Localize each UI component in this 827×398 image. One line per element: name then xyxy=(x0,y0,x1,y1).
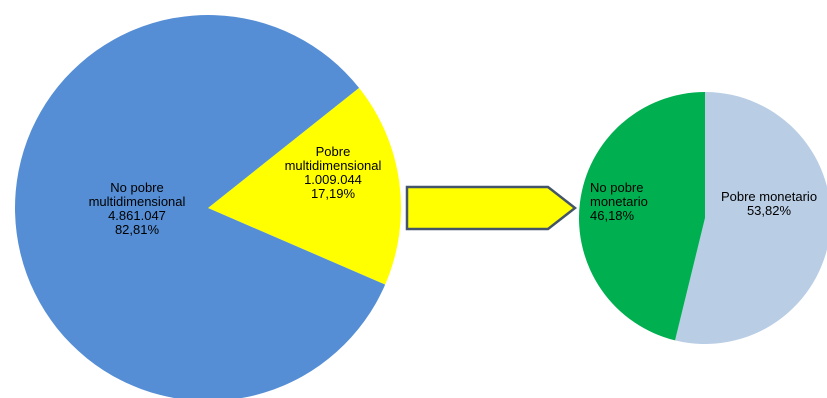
label-value: 4.861.047 xyxy=(108,208,166,223)
label-no-pobre-monetario: No pobre monetario 46,18% xyxy=(590,181,648,223)
pie-chart-monetario xyxy=(578,91,827,344)
label-line1: Pobre monetario xyxy=(720,189,818,204)
pie-slice-no-pobre-monetario xyxy=(578,91,705,341)
arrow-connector xyxy=(405,185,578,231)
label-line2: multidimensional xyxy=(284,158,382,173)
pie-slice-no-pobre-multidimensional xyxy=(15,15,386,398)
label-line1: Pobre xyxy=(315,144,351,159)
label-percent: 82,81% xyxy=(114,222,160,237)
pie-slice-pobre-monetario xyxy=(675,92,827,344)
label-percent: 17,19% xyxy=(310,186,356,201)
pie-slice-pobre-multidimensional xyxy=(208,87,402,285)
label-line1: No pobre xyxy=(110,180,164,195)
label-line2: multidimensional xyxy=(88,194,186,209)
label-pobre-monetario: Pobre monetario 53,82% xyxy=(713,190,825,218)
label-pobre-multidimensional: Pobre multidimensional 1.009.044 17,19% xyxy=(268,145,398,201)
pie-chart-multidimensional xyxy=(15,15,402,398)
label-value: 1.009.044 xyxy=(304,172,362,187)
label-line2: monetario xyxy=(590,194,648,209)
label-percent: 53,82% xyxy=(746,203,792,218)
label-no-pobre-multidimensional: No pobre multidimensional 4.861.047 82,8… xyxy=(72,181,202,237)
label-line1: No pobre xyxy=(590,180,644,195)
label-percent: 46,18% xyxy=(590,208,635,223)
